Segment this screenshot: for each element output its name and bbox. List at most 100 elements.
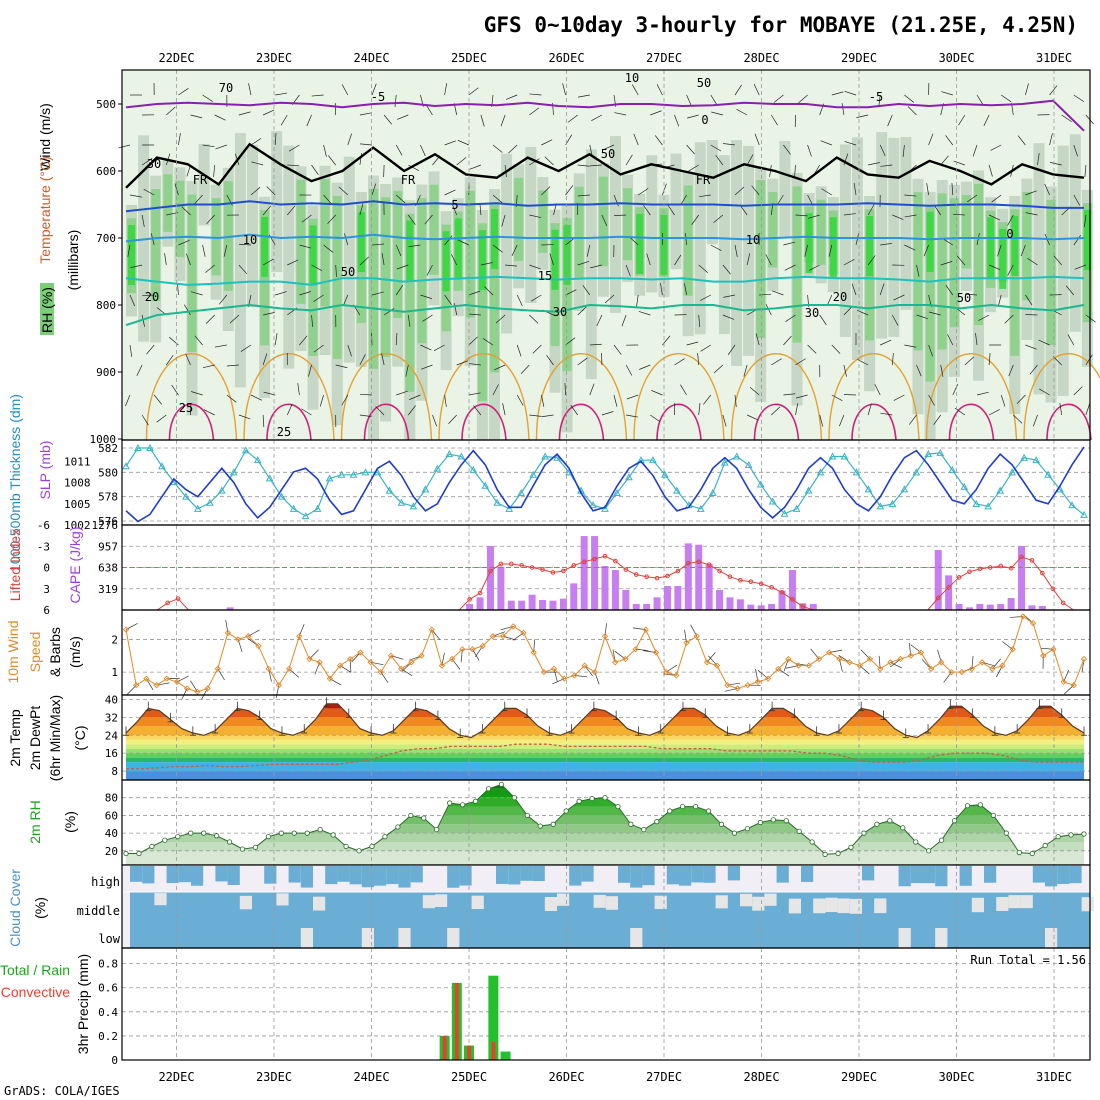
- hot-contour: [461, 403, 507, 441]
- wind-barb: [529, 414, 542, 417]
- wind-barb: [783, 144, 791, 155]
- wind-barb: [529, 93, 542, 96]
- thickness-point: [972, 499, 981, 507]
- wind-barb: [1074, 264, 1087, 270]
- ylabel-millibars: (millibars): [65, 230, 81, 291]
- wind-barb: [359, 153, 362, 166]
- wind-barb: [988, 409, 1000, 416]
- wind-barb: [171, 384, 179, 396]
- hot-contour: [168, 403, 215, 441]
- thickness-point: [948, 465, 957, 473]
- wind-barb: [928, 344, 933, 357]
- wind-barb: [202, 94, 213, 102]
- hot-contour: [948, 403, 995, 441]
- lifted-point: [613, 558, 618, 564]
- wind-barb: [601, 214, 608, 227]
- wind-barb: [118, 144, 131, 149]
- cloud-mid-gap: [313, 896, 326, 911]
- wind-barb: [1001, 94, 1012, 103]
- wind10m-point: [978, 659, 986, 666]
- rh-band: [343, 156, 355, 363]
- contour-label: 25: [277, 425, 291, 439]
- cloud-mid-gap: [788, 898, 801, 914]
- wind-barb: [202, 144, 215, 148]
- wind-barb: [468, 87, 479, 96]
- wind-barb: [722, 314, 735, 320]
- rh-band-moist: [151, 189, 161, 302]
- wind10m-point: [234, 636, 242, 643]
- wind10m-point: [1040, 652, 1047, 659]
- thickness-point: [984, 502, 993, 510]
- slp-tick: 1002: [64, 519, 91, 532]
- wind-barb: [613, 394, 618, 407]
- rh2m-point: [265, 834, 272, 840]
- temp-band: [126, 771, 1084, 780]
- precip-convective-bar: [467, 1045, 471, 1060]
- bottom-date-label: 24DEC: [353, 1070, 389, 1084]
- rh-band-moist: [574, 186, 584, 280]
- wind-barb: [420, 294, 432, 299]
- cloud-low-gap: [935, 928, 948, 948]
- pressure-tick: 600: [96, 165, 116, 178]
- thickness-point: [217, 486, 226, 494]
- thickness-point: [409, 502, 418, 510]
- lifted-point: [519, 563, 524, 568]
- wind-barb: [1027, 258, 1038, 266]
- cape-bar: [965, 607, 973, 610]
- thickness-point: [385, 486, 394, 494]
- cloud-high-cell: [1069, 866, 1082, 884]
- cape-bar: [684, 543, 692, 610]
- wind-barb: [686, 94, 692, 107]
- thickness-point: [601, 504, 609, 512]
- wind-barb: [301, 408, 312, 416]
- cape-bar: [663, 586, 671, 610]
- cape-bar: [705, 564, 713, 610]
- wind-barb: [371, 83, 377, 96]
- thickness-point: [696, 504, 705, 512]
- wind-barb: [495, 314, 506, 324]
- rh2m-point: [1042, 842, 1048, 849]
- lifted-point: [508, 561, 514, 567]
- wind-barb: [940, 364, 944, 377]
- cloud-high-cell: [215, 866, 228, 882]
- rh-band-saturated: [987, 217, 995, 278]
- bottom-date-label: 25DEC: [451, 1070, 487, 1084]
- rh2m-point: [861, 830, 867, 836]
- cloud-high-cell: [447, 866, 460, 888]
- wind-barb: [867, 403, 872, 416]
- warm-contour: [925, 353, 1018, 441]
- rh-band: [743, 145, 755, 356]
- wind-barb: [405, 364, 409, 377]
- hot-contour: [363, 403, 410, 441]
- cloud-mid-gap: [557, 893, 570, 906]
- cloud-mid-gap: [971, 897, 984, 913]
- wind-tick: 1: [111, 666, 118, 679]
- cloud-high-cell: [666, 866, 679, 885]
- rh-band-fill: [126, 841, 1084, 851]
- warm-contour: [828, 353, 920, 441]
- wind-barb: [844, 141, 857, 146]
- wind-barb: [577, 261, 590, 266]
- contour-label: 50: [697, 76, 711, 90]
- cloud-mid-gap: [435, 894, 448, 907]
- wind-barb: [299, 335, 308, 346]
- cape-bar: [559, 598, 567, 610]
- wind-barb: [654, 135, 663, 146]
- cloud-high-cell: [178, 866, 191, 883]
- rh2m-point: [317, 826, 323, 833]
- rh-band-moist: [308, 218, 318, 356]
- wind-barb: [711, 111, 723, 116]
- thickness-point: [277, 492, 286, 500]
- wind10m-point: [204, 685, 211, 692]
- rh-tick: 60: [105, 809, 118, 822]
- wind-barb: [262, 205, 272, 216]
- wind-barb: [794, 164, 796, 177]
- cloud-high-cell: [361, 866, 374, 888]
- slp-tick: 1005: [64, 498, 91, 511]
- wind-barb: [286, 403, 293, 416]
- wind-barb: [136, 364, 143, 376]
- wind-barb: [916, 314, 929, 320]
- wind10m-point: [632, 646, 639, 653]
- thickness-point: [194, 504, 202, 512]
- cloud-mid-gap: [813, 898, 826, 914]
